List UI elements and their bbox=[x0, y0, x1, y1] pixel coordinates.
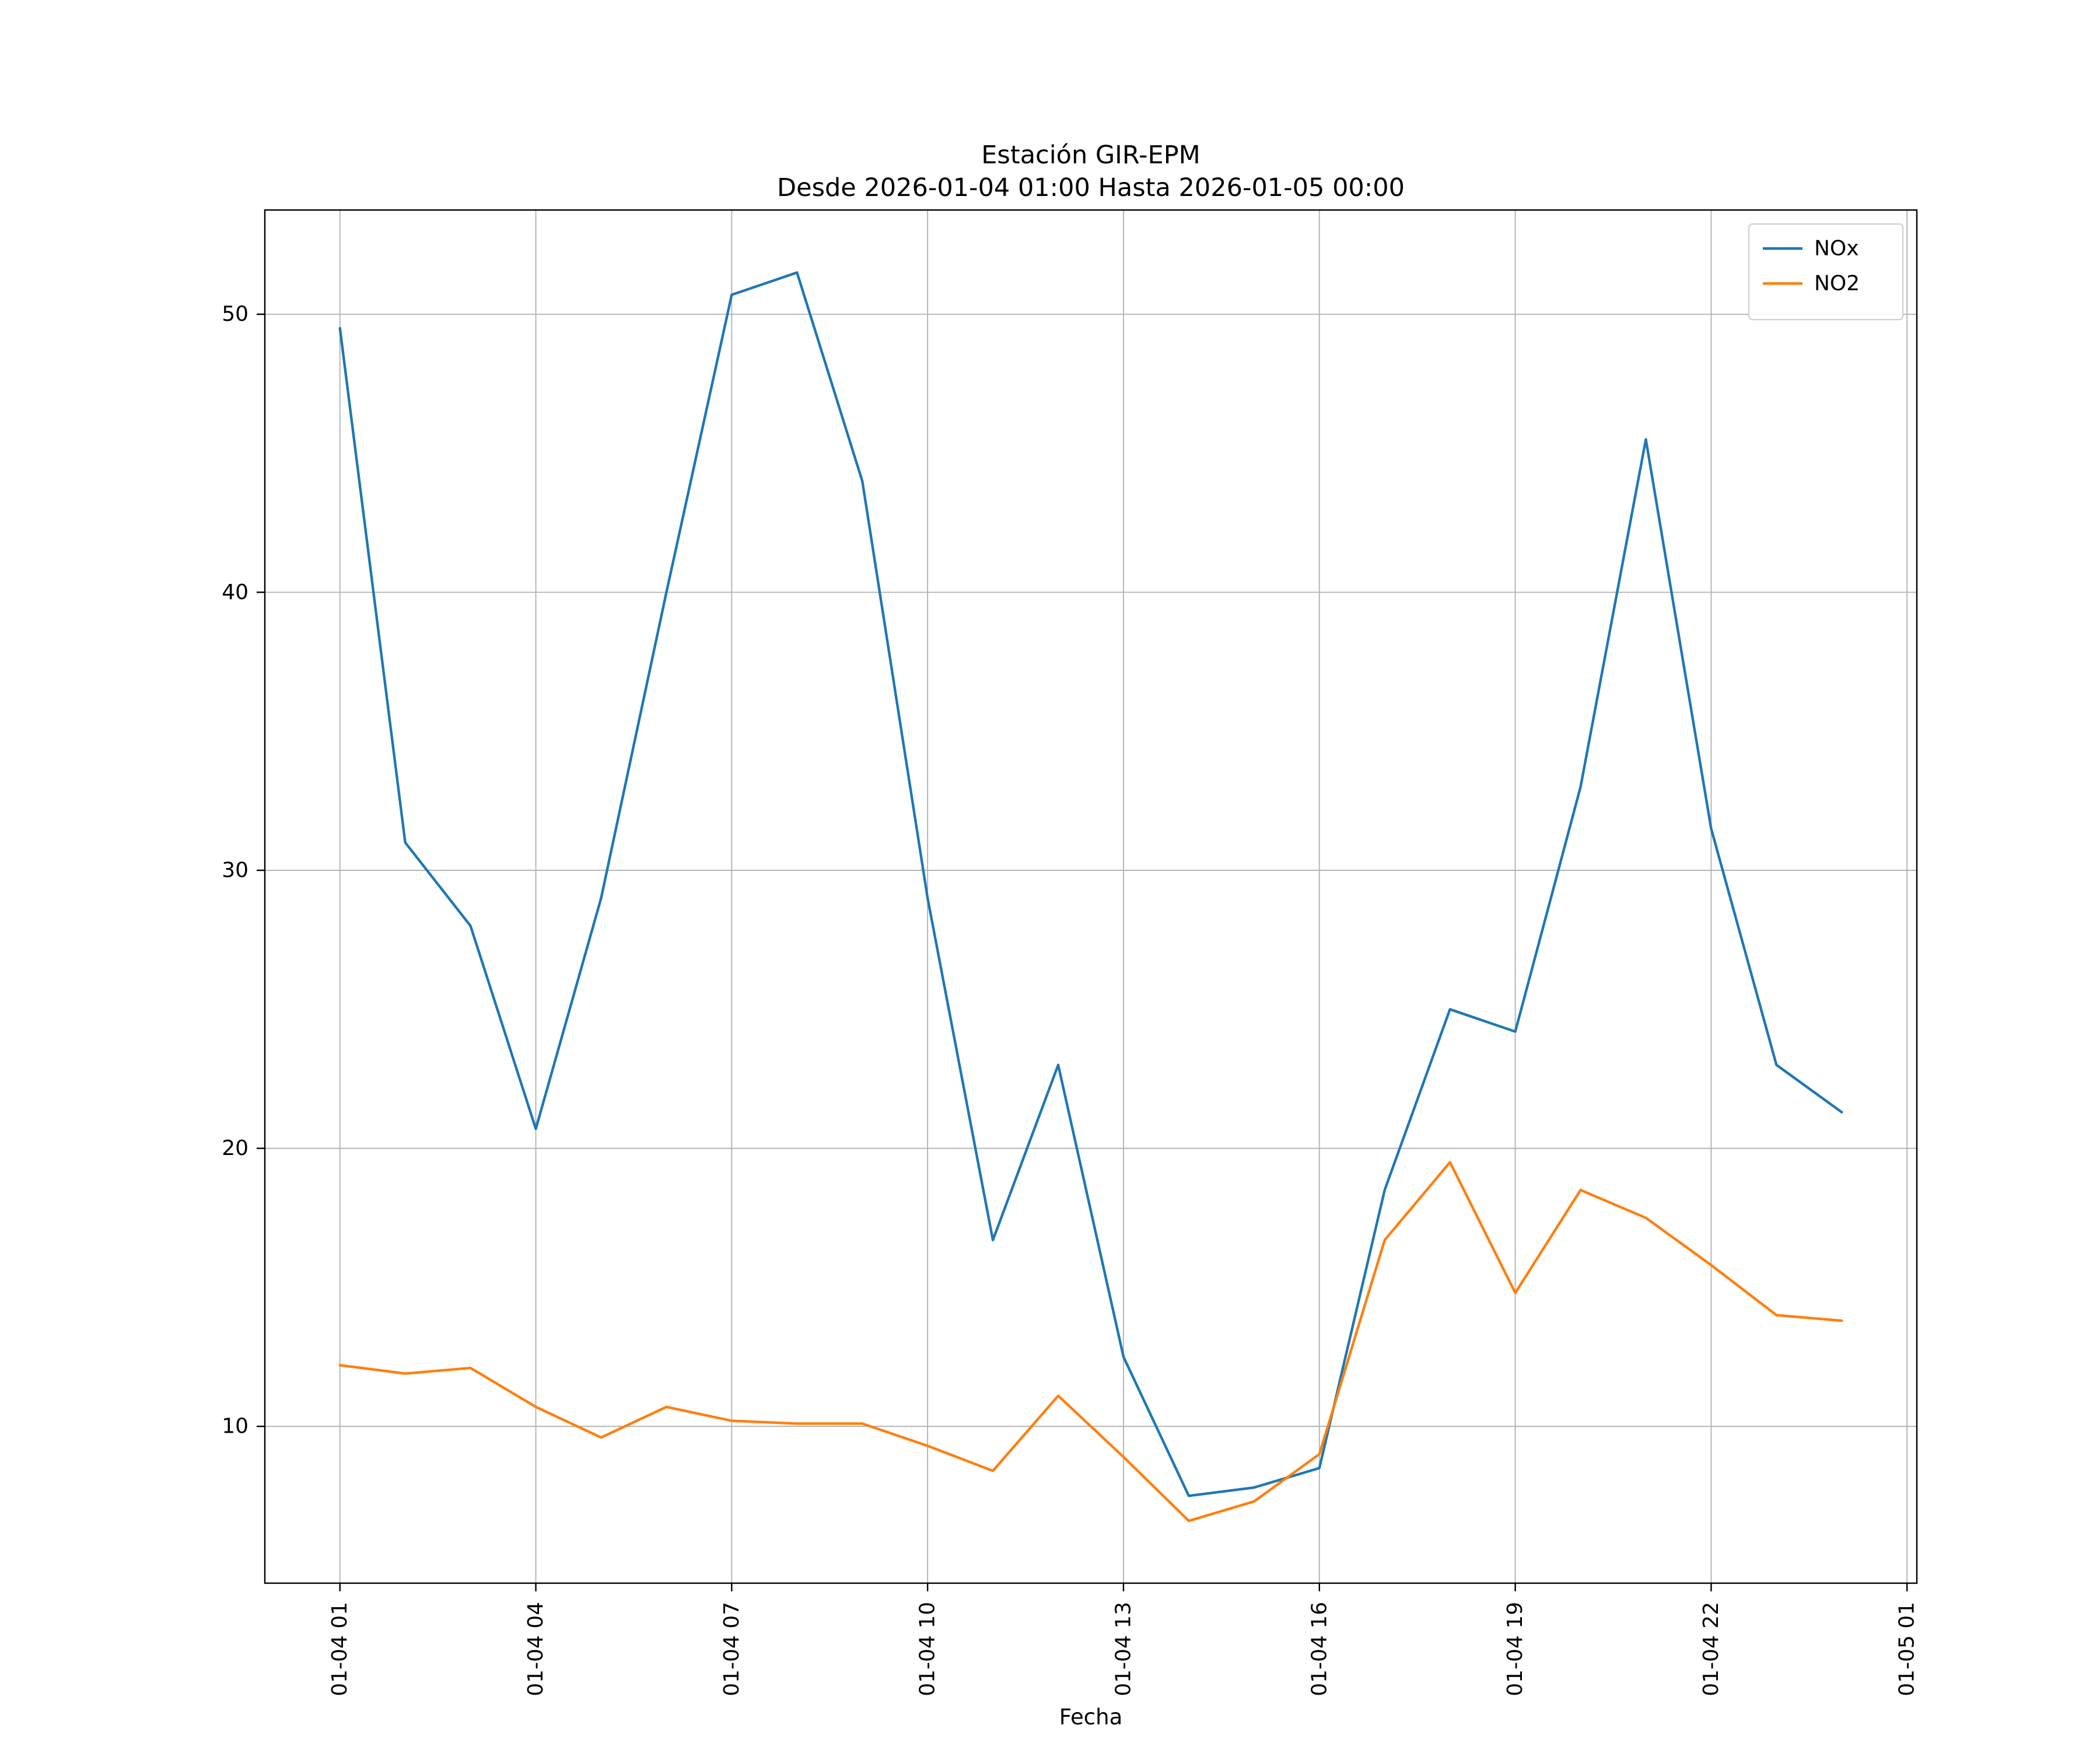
x-tick-label: 01-04 10 bbox=[916, 1602, 940, 1696]
y-tick-label: 40 bbox=[222, 580, 249, 604]
axes-frame bbox=[264, 209, 1918, 1584]
x-tick-label: 01-04 04 bbox=[524, 1602, 548, 1696]
legend-label-nox: NOx bbox=[1814, 237, 1859, 261]
x-tick-label: 01-04 19 bbox=[1503, 1602, 1527, 1696]
x-axis-ticks: 01-04 01 01-04 04 01-04 07 01-04 10 01-04 13… bbox=[328, 1583, 1919, 1696]
legend-label-no2: NO2 bbox=[1814, 272, 1860, 296]
nox-line bbox=[338, 271, 1843, 1497]
x-axis-label: Fecha bbox=[1059, 1704, 1123, 1730]
x-tick-label: 01-04 07 bbox=[720, 1602, 744, 1696]
y-tick-label: 50 bbox=[222, 302, 249, 326]
y-tick-label: 20 bbox=[222, 1136, 249, 1160]
x-tick-label: 01-04 13 bbox=[1111, 1602, 1135, 1696]
plot-area: 01-04 01 01-04 04 01-04 07 01-04 10 01-04 13… bbox=[222, 209, 1919, 1696]
chart-title: Estación GIR-EPM bbox=[981, 141, 1200, 170]
y-tick-label: 10 bbox=[222, 1415, 249, 1438]
y-tick-label: 30 bbox=[222, 858, 249, 882]
x-tick-label: 01-04 01 bbox=[328, 1602, 352, 1696]
y-axis-ticks: 10 20 30 40 50 bbox=[222, 302, 265, 1438]
x-tick-label: 01-04 16 bbox=[1307, 1602, 1331, 1696]
x-tick-label: 01-05 01 bbox=[1895, 1602, 1919, 1696]
x-tick-label: 01-04 22 bbox=[1699, 1602, 1723, 1696]
chart-subtitle: Desde 2026-01-04 01:00 Hasta 2026-01-05 … bbox=[777, 173, 1405, 202]
legend: NOx NO2 bbox=[1748, 223, 1903, 320]
no2-line bbox=[338, 1161, 1843, 1522]
